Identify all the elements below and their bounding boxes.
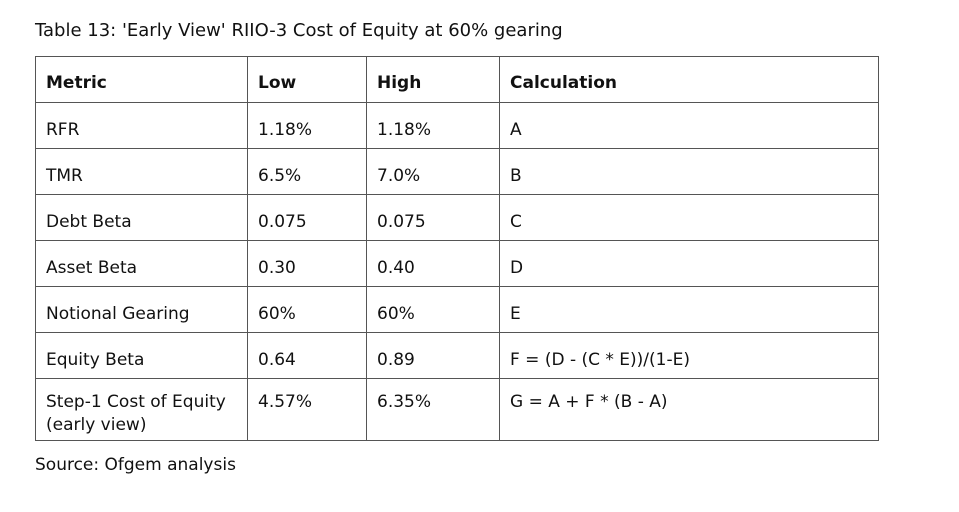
cell-calculation: F = (D - (C * E))/(1-E) (499, 332, 879, 379)
header-calculation: Calculation (499, 56, 879, 103)
cell-metric: TMR (35, 148, 248, 195)
cell-high: 6.35% (366, 378, 500, 441)
table-header-row: Metric Low High Calculation (35, 56, 879, 103)
table-row: RFR 1.18% 1.18% A (35, 102, 879, 149)
cell-calculation: A (499, 102, 879, 149)
cell-metric: Debt Beta (35, 194, 248, 241)
table-row: Step-1 Cost of Equity (early view) 4.57%… (35, 378, 879, 441)
cell-calculation: E (499, 286, 879, 333)
cell-high: 0.40 (366, 240, 500, 287)
cell-low: 0.075 (247, 194, 367, 241)
cell-high: 7.0% (366, 148, 500, 195)
cell-metric: Asset Beta (35, 240, 248, 287)
table-row: Asset Beta 0.30 0.40 D (35, 240, 879, 287)
cell-high: 0.89 (366, 332, 500, 379)
table-row: TMR 6.5% 7.0% B (35, 148, 879, 195)
cell-low: 1.18% (247, 102, 367, 149)
cell-high: 1.18% (366, 102, 500, 149)
cell-low: 60% (247, 286, 367, 333)
cell-high: 0.075 (366, 194, 500, 241)
table-row: Debt Beta 0.075 0.075 C (35, 194, 879, 241)
table-caption: Table 13: 'Early View' RIIO-3 Cost of Eq… (35, 20, 563, 41)
source-note: Source: Ofgem analysis (35, 455, 236, 475)
cell-calculation: D (499, 240, 879, 287)
cell-calculation: C (499, 194, 879, 241)
cell-metric: Step-1 Cost of Equity (early view) (35, 378, 248, 441)
header-high: High (366, 56, 500, 103)
cell-metric: Notional Gearing (35, 286, 248, 333)
cell-low: 4.57% (247, 378, 367, 441)
cell-calculation: G = A + F * (B - A) (499, 378, 879, 441)
cost-of-equity-table: Metric Low High Calculation RFR 1.18% 1.… (35, 56, 879, 441)
cell-metric: RFR (35, 102, 248, 149)
cell-calculation: B (499, 148, 879, 195)
table-row: Equity Beta 0.64 0.89 F = (D - (C * E))/… (35, 332, 879, 379)
header-metric: Metric (35, 56, 248, 103)
header-low: Low (247, 56, 367, 103)
cell-metric: Equity Beta (35, 332, 248, 379)
cell-low: 0.64 (247, 332, 367, 379)
cell-low: 0.30 (247, 240, 367, 287)
cell-low: 6.5% (247, 148, 367, 195)
cell-high: 60% (366, 286, 500, 333)
table-row: Notional Gearing 60% 60% E (35, 286, 879, 333)
